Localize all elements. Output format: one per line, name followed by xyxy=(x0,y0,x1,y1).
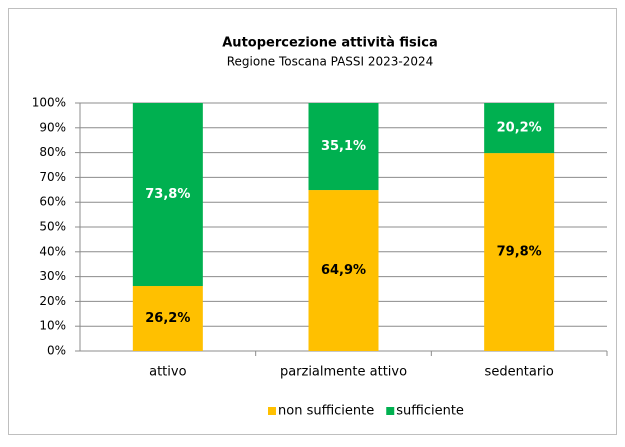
bar-segment xyxy=(308,103,379,191)
bar-segment xyxy=(132,103,203,287)
x-tick-label: attivo xyxy=(149,365,186,380)
legend-swatch xyxy=(268,407,276,415)
y-tick-label: 60% xyxy=(39,195,66,209)
legend-label: sufficiente xyxy=(396,404,464,419)
x-tick-label: sedentario xyxy=(485,365,554,380)
y-tick-label: 30% xyxy=(39,269,66,283)
y-tick-label: 100% xyxy=(32,96,66,110)
data-label: 26,2% xyxy=(145,311,190,326)
x-tick-label: parzialmente attivo xyxy=(280,365,407,380)
y-tick-label: 40% xyxy=(39,244,66,258)
y-tick-label: 90% xyxy=(39,120,66,134)
bar-segment xyxy=(484,103,555,154)
data-label: 79,8% xyxy=(497,245,542,260)
y-tick-label: 50% xyxy=(39,220,66,234)
y-tick-label: 0% xyxy=(47,344,66,358)
chart-title: Autopercezione attività fisica xyxy=(222,36,437,51)
legend-swatch xyxy=(386,407,395,415)
y-tick-label: 70% xyxy=(39,170,66,184)
chart-subtitle: Regione Toscana PASSI 2023-2024 xyxy=(227,55,434,69)
y-tick-label: 20% xyxy=(39,294,66,308)
y-tick-label: 10% xyxy=(39,319,66,333)
legend-label: non sufficiente xyxy=(278,404,374,419)
data-label: 35,1% xyxy=(321,139,366,154)
bar-segment xyxy=(132,286,203,351)
y-tick-label: 80% xyxy=(39,145,66,159)
bar-segment xyxy=(308,190,379,351)
data-label: 73,8% xyxy=(145,187,190,202)
data-label: 20,2% xyxy=(497,121,542,136)
data-label: 64,9% xyxy=(321,263,366,278)
bar-segment xyxy=(484,153,555,351)
